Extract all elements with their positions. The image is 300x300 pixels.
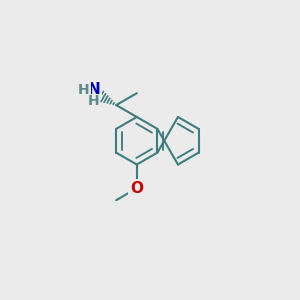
Text: N: N [88,82,100,98]
Text: H: H [88,94,100,109]
Text: O: O [130,181,143,196]
Text: H: H [78,83,90,97]
